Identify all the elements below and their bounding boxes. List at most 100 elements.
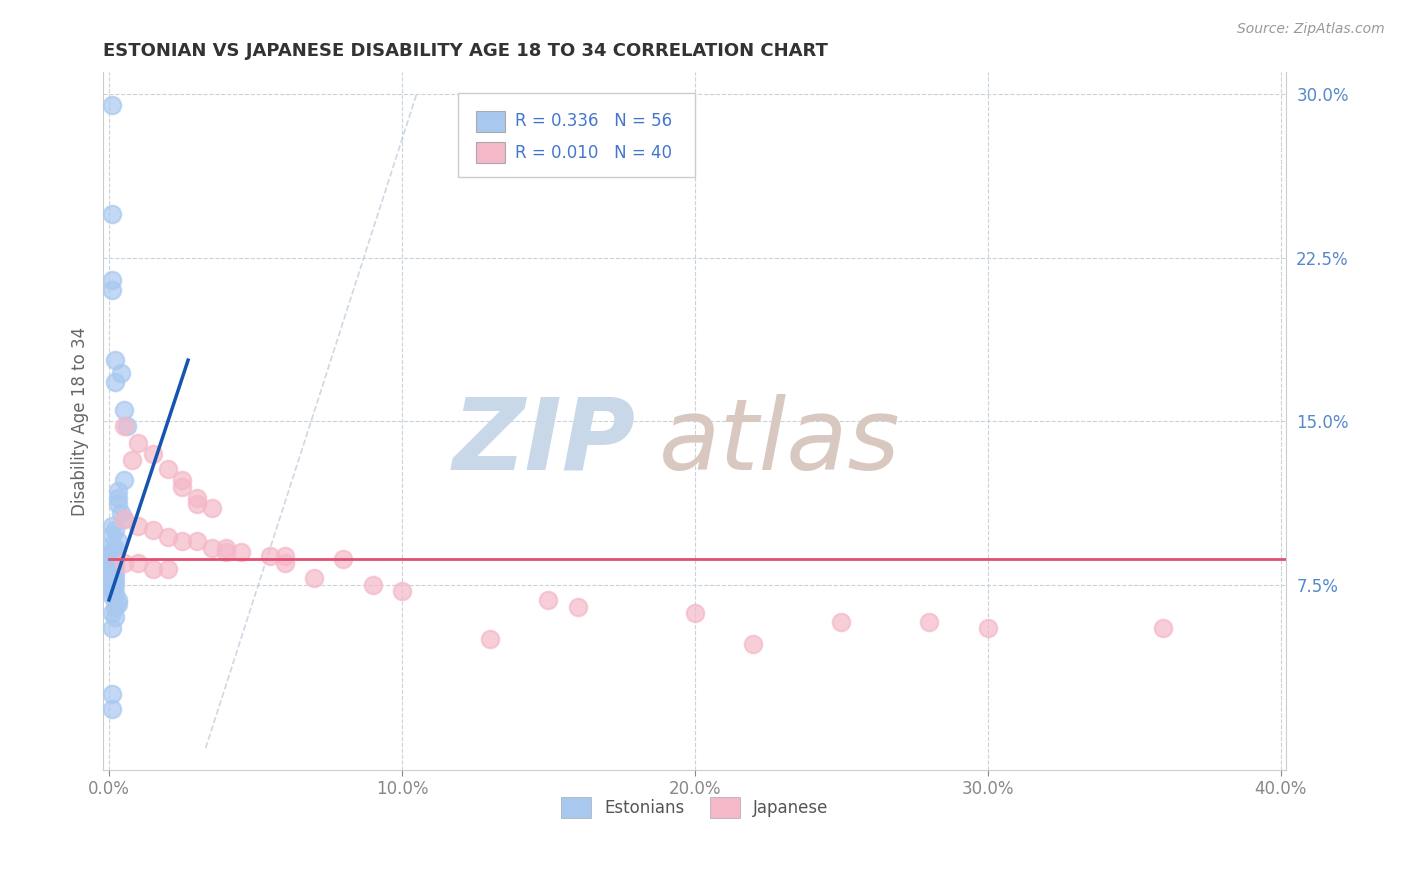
Point	[101, 558, 124, 573]
Point	[101, 569, 124, 583]
Point	[127, 556, 149, 570]
Point	[107, 497, 129, 511]
Point	[172, 473, 194, 487]
Point	[112, 512, 135, 526]
Point	[918, 615, 941, 629]
Text: atlas: atlas	[659, 393, 901, 491]
Point	[127, 519, 149, 533]
Point	[101, 98, 124, 112]
Point	[104, 375, 127, 389]
Point	[186, 534, 208, 549]
Point	[361, 577, 384, 591]
Point	[229, 545, 252, 559]
Point	[110, 506, 132, 520]
Point	[101, 580, 124, 594]
Point	[142, 523, 165, 537]
Point	[215, 541, 238, 555]
Point	[104, 574, 127, 588]
Point	[101, 566, 124, 581]
Point	[115, 418, 138, 433]
Point	[101, 539, 124, 553]
Point	[156, 462, 179, 476]
Point	[332, 551, 354, 566]
Point	[104, 556, 127, 570]
Point	[104, 562, 127, 576]
Point	[104, 586, 127, 600]
Point	[101, 621, 124, 635]
Point	[104, 551, 127, 566]
Point	[302, 571, 325, 585]
FancyBboxPatch shape	[458, 94, 695, 178]
Point	[101, 284, 124, 298]
Point	[101, 558, 124, 573]
Point	[186, 491, 208, 505]
Point	[107, 534, 129, 549]
Point	[200, 501, 222, 516]
Point	[101, 571, 124, 585]
Point	[101, 554, 124, 568]
Text: ESTONIAN VS JAPANESE DISABILITY AGE 18 TO 34 CORRELATION CHART: ESTONIAN VS JAPANESE DISABILITY AGE 18 T…	[103, 42, 828, 60]
Legend: Estonians, Japanese: Estonians, Japanese	[554, 791, 835, 824]
Point	[101, 562, 124, 576]
Point	[107, 491, 129, 505]
Point	[112, 512, 135, 526]
Text: R = 0.336   N = 56: R = 0.336 N = 56	[515, 112, 672, 130]
Point	[156, 530, 179, 544]
Point	[200, 541, 222, 555]
Point	[107, 483, 129, 498]
Point	[107, 593, 129, 607]
Point	[101, 549, 124, 564]
Point	[101, 549, 124, 564]
Text: Source: ZipAtlas.com: Source: ZipAtlas.com	[1237, 22, 1385, 37]
Point	[142, 447, 165, 461]
Point	[215, 545, 238, 559]
Point	[101, 519, 124, 533]
Point	[101, 560, 124, 574]
Point	[104, 541, 127, 555]
Point	[104, 577, 127, 591]
FancyBboxPatch shape	[475, 142, 506, 163]
Point	[172, 534, 194, 549]
Point	[274, 556, 297, 570]
Point	[121, 453, 143, 467]
Point	[742, 636, 765, 650]
Point	[104, 599, 127, 614]
Point	[112, 473, 135, 487]
Point	[101, 589, 124, 603]
Point	[112, 418, 135, 433]
Point	[259, 549, 281, 564]
Point	[1152, 621, 1174, 635]
Point	[101, 582, 124, 596]
Point	[112, 556, 135, 570]
Text: ZIP: ZIP	[453, 393, 636, 491]
Point	[101, 272, 124, 286]
Point	[391, 584, 413, 599]
Point	[156, 562, 179, 576]
Point	[537, 593, 560, 607]
Point	[976, 621, 998, 635]
Point	[107, 597, 129, 611]
Point	[101, 554, 124, 568]
Point	[112, 403, 135, 417]
Point	[104, 566, 127, 581]
Point	[101, 545, 124, 559]
Point	[172, 480, 194, 494]
Point	[683, 606, 706, 620]
Point	[101, 687, 124, 701]
Point	[101, 545, 124, 559]
Point	[274, 549, 297, 564]
Point	[110, 366, 132, 380]
Point	[101, 575, 124, 590]
Point	[186, 497, 208, 511]
Point	[142, 562, 165, 576]
Point	[127, 436, 149, 450]
FancyBboxPatch shape	[475, 111, 506, 132]
Y-axis label: Disability Age 18 to 34: Disability Age 18 to 34	[72, 326, 89, 516]
Point	[101, 584, 124, 599]
Point	[478, 632, 501, 647]
Point	[104, 610, 127, 624]
Point	[104, 353, 127, 368]
Point	[567, 599, 589, 614]
Point	[830, 615, 852, 629]
Point	[104, 523, 127, 537]
